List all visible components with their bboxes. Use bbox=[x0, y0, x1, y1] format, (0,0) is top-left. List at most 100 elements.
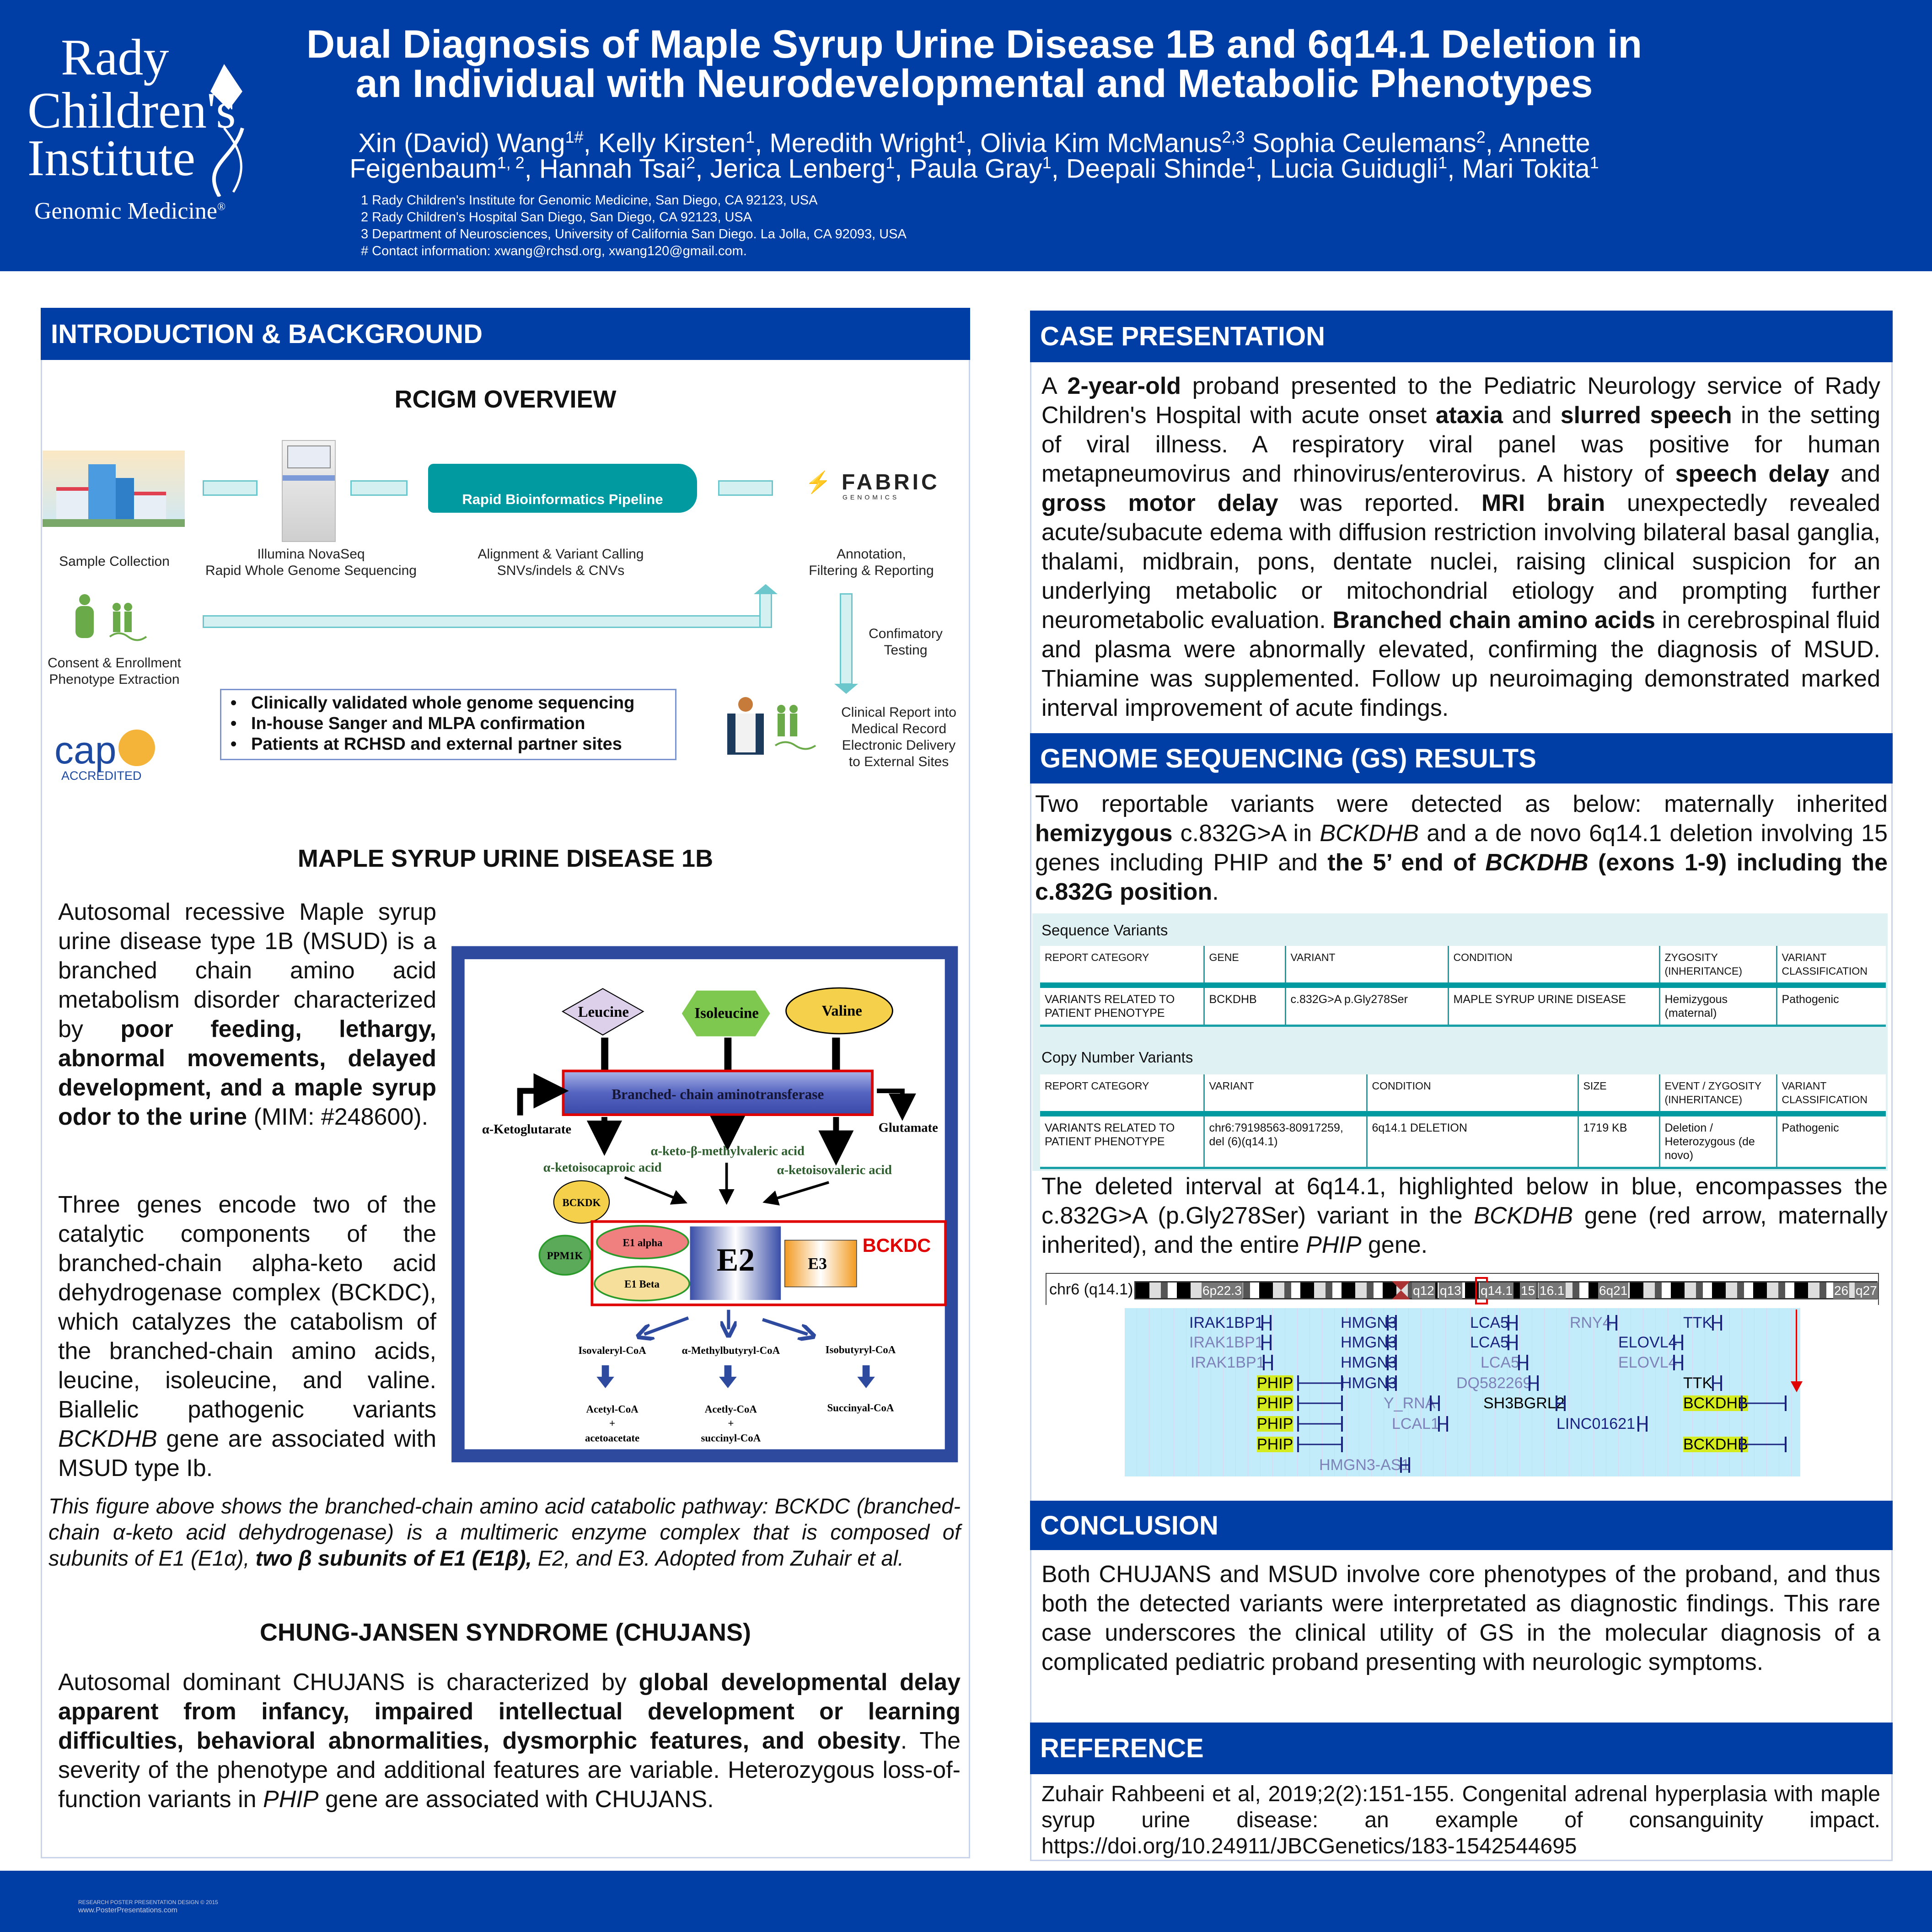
column-header: EVENT / ZYGOSITY (INHERITANCE) bbox=[1659, 1074, 1777, 1116]
table-cell: 6q14.1 DELETION bbox=[1367, 1114, 1579, 1169]
arrow-head-icon bbox=[1791, 1381, 1803, 1392]
poster-footer: RESEARCH POSTER PRESENTATION DESIGN © 20… bbox=[0, 1871, 1932, 1932]
gene-label[interactable]: TTK bbox=[1683, 1374, 1713, 1392]
reference-doi-link[interactable]: https://doi.org/10.24911/JBCGenetics/183… bbox=[1041, 1834, 1577, 1858]
gene-structure-icon bbox=[1637, 1416, 1648, 1432]
gene-structure-icon bbox=[1508, 1315, 1518, 1331]
gene-label[interactable]: BCKDHB bbox=[1683, 1395, 1748, 1412]
column-header: SIZE bbox=[1578, 1074, 1660, 1116]
logo-subtitle: Genomic Medicine® bbox=[34, 198, 225, 225]
text-segment: PHIP bbox=[263, 1786, 319, 1813]
gene-label[interactable]: Y_RNA bbox=[1384, 1395, 1436, 1412]
rady-logo: Rady Children's Institute Genomic Medici… bbox=[0, 0, 274, 271]
table-cell: VARIANTS RELATED TO PATIENT PHENOTYPE bbox=[1040, 985, 1205, 1027]
gene-label[interactable]: ELOVL4 bbox=[1618, 1354, 1677, 1371]
table-cell: chr6:79198563-80917259, del (6)(q14.1) bbox=[1204, 1114, 1368, 1169]
fabric-genomics-logo: ⚡ FABRIC GENOMICS bbox=[805, 470, 940, 501]
text-segment: 2 bbox=[686, 153, 696, 172]
final-product: + bbox=[728, 1417, 734, 1429]
flow-label: Phenotype Extraction bbox=[49, 672, 180, 687]
gene-structure-icon bbox=[1529, 1375, 1539, 1391]
gene-structure-icon bbox=[1607, 1315, 1617, 1331]
gene-structure-icon bbox=[1400, 1457, 1410, 1473]
flow-arrow-down-icon bbox=[840, 593, 853, 685]
gene-structure-icon bbox=[1297, 1375, 1343, 1391]
gene-label[interactable]: BCKDHB bbox=[1683, 1436, 1748, 1453]
table-cell: Pathogenic bbox=[1776, 1114, 1886, 1169]
e2-label: E2 bbox=[717, 1242, 755, 1278]
affiliation: 3 Department of Neurosciences, Universit… bbox=[361, 227, 907, 242]
gene-label[interactable]: LINC01621 bbox=[1556, 1415, 1636, 1433]
column-header: ZYGOSITY (INHERITANCE) bbox=[1659, 946, 1777, 988]
gene-label[interactable]: DQ582269 bbox=[1456, 1374, 1532, 1392]
text-segment: unexpectedly revealed acute/subacute ede… bbox=[1041, 490, 1880, 633]
text-segment: two β subunits of E1 (E1β), bbox=[255, 1546, 532, 1570]
dna-kite-icon bbox=[210, 64, 244, 197]
gene-label[interactable]: IRAK1BP1 bbox=[1189, 1334, 1264, 1351]
gene-label[interactable]: PHIP bbox=[1257, 1395, 1293, 1412]
flow-label-annotation: Annotation, Filtering & Reporting bbox=[796, 546, 947, 579]
gene-label[interactable]: LCA5 bbox=[1481, 1354, 1520, 1371]
gene-label[interactable]: IRAK1BP1 bbox=[1191, 1354, 1265, 1371]
ppm1k-shape bbox=[538, 1234, 591, 1276]
text-segment: c.832G>A in bbox=[1172, 820, 1320, 847]
text-segment: PHIP bbox=[1306, 1232, 1362, 1258]
flow-label: Confimatory bbox=[869, 626, 943, 641]
table-cell: BCKDHB bbox=[1204, 985, 1286, 1027]
case-paragraph: A 2-year-old proband presented to the Pe… bbox=[1041, 371, 1880, 723]
gene-label[interactable]: SH3BGRL2 bbox=[1483, 1395, 1565, 1412]
bckdk-shape bbox=[553, 1180, 610, 1224]
text-segment: , Meredith Wright bbox=[755, 128, 956, 158]
flow-label: Illumina NovaSeq bbox=[257, 547, 365, 562]
text-segment: , Deepali Shinde bbox=[1051, 154, 1246, 184]
gene-structure-icon bbox=[1430, 1395, 1440, 1411]
chromosome-label: chr6 (q14.1) bbox=[1049, 1281, 1133, 1298]
poster-title-line2: an Individual with Neurodevelopmental an… bbox=[355, 62, 1593, 106]
e3-label: E3 bbox=[808, 1254, 827, 1272]
leucine-shape bbox=[561, 988, 644, 1036]
chujans-paragraph: Autosomal dominant CHUJANS is characteri… bbox=[58, 1668, 961, 1814]
table-cell: MAPLE SYRUP URINE DISEASE bbox=[1448, 985, 1660, 1027]
sequence-variants-table: REPORT CATEGORY GENE VARIANT CONDITION ZYGOS… bbox=[1040, 946, 1886, 1027]
text-segment: BCKDHB bbox=[1320, 820, 1419, 847]
leucine-label: Leucine bbox=[578, 1004, 629, 1020]
flow-label-confirmatory: Confimatory Testing bbox=[860, 626, 951, 659]
ppm1k-label: PPM1K bbox=[547, 1250, 583, 1261]
flow-arrow-icon bbox=[718, 480, 773, 496]
gene-label[interactable]: PHIP bbox=[1257, 1415, 1293, 1433]
gene-label[interactable]: ELOVL4 bbox=[1618, 1334, 1677, 1351]
flow-label: to External Sites bbox=[848, 754, 949, 769]
logo-text: ACCREDITED bbox=[61, 769, 142, 783]
flow-label-alignment: Alignment & Variant Calling SNVs/indels &… bbox=[457, 546, 664, 579]
reference-text: Zuhair Rahbeeni et al, 2019;2(2):151-155… bbox=[1041, 1782, 1880, 1832]
column-header: REPORT CATEGORY bbox=[1040, 946, 1205, 988]
akg-label: α-Ketoglutarate bbox=[482, 1122, 571, 1137]
band-label: 15 bbox=[1520, 1283, 1536, 1299]
highlight-bullet: • In-house Sanger and MLPA confirmation bbox=[231, 714, 585, 733]
text-segment: speech delay bbox=[1675, 461, 1830, 487]
gene-structure-icon bbox=[1508, 1335, 1518, 1350]
flow-label-consent: Consent & Enrollment Phenotype Extraction bbox=[41, 655, 188, 688]
gene-label[interactable]: LCAL1 bbox=[1392, 1415, 1439, 1433]
gene-label[interactable]: PHIP bbox=[1257, 1436, 1293, 1453]
text-segment: gene (red arrow, maternally inherited), … bbox=[1041, 1202, 1888, 1258]
glutamate-label: Glutamate bbox=[879, 1121, 938, 1135]
gene-label[interactable]: IRAK1BP1 bbox=[1189, 1314, 1264, 1331]
table-cell: Pathogenic bbox=[1776, 985, 1886, 1027]
text-segment: , Olivia Kim McManus bbox=[965, 128, 1222, 158]
text-segment: 1 bbox=[746, 128, 755, 146]
column-header: VARIANT bbox=[1285, 946, 1449, 988]
gene-label[interactable]: LCA5 bbox=[1470, 1314, 1509, 1331]
gene-label[interactable]: PHIP bbox=[1257, 1374, 1293, 1392]
section-heading-reference: REFERENCE bbox=[1030, 1723, 1893, 1774]
gene-label[interactable]: LCA5 bbox=[1470, 1334, 1509, 1351]
flow-label-sequencing: Illumina NovaSeq Rapid Whole Genome Seque… bbox=[192, 546, 430, 579]
gene-label[interactable]: HMGN3-AS1 bbox=[1319, 1456, 1410, 1474]
gene-structure-icon bbox=[1741, 1395, 1787, 1411]
final-product: acetoacetate bbox=[585, 1432, 639, 1444]
bullet-text: In-house Sanger and MLPA confirmation bbox=[251, 714, 585, 733]
text-segment: Autosomal dominant CHUJANS is characteri… bbox=[58, 1669, 639, 1696]
gene-label[interactable]: TTK bbox=[1683, 1314, 1713, 1331]
text-segment: 1 bbox=[1589, 153, 1599, 172]
gene-label[interactable]: RNY4 bbox=[1570, 1314, 1611, 1331]
